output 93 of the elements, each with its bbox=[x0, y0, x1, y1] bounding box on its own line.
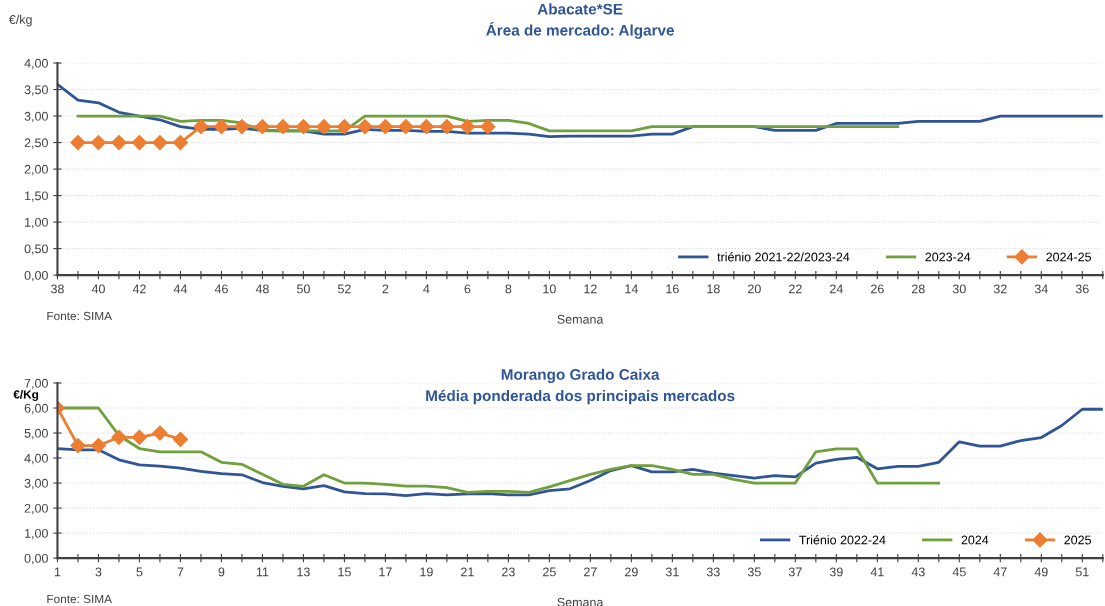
x-tick-label: 18 bbox=[707, 284, 720, 294]
x-tick-label: 17 bbox=[379, 567, 392, 577]
x-tick-label: 41 bbox=[870, 567, 884, 577]
x-tick-label: 6 bbox=[464, 284, 471, 294]
y-axis-title: €/kg bbox=[8, 14, 32, 27]
line-series bbox=[76, 114, 900, 133]
legend-label: triénio 2021-22/2023-24 bbox=[717, 252, 850, 262]
x-tick-label: 29 bbox=[625, 567, 638, 577]
y-tick-label: 6,00 bbox=[24, 403, 48, 415]
y-tick-label: 5,00 bbox=[24, 428, 48, 440]
x-tick-label: 34 bbox=[1034, 284, 1048, 294]
x-tick-label: 50 bbox=[296, 284, 310, 294]
x-tick-label: 51 bbox=[1075, 567, 1089, 577]
x-tick-label: 35 bbox=[747, 567, 761, 577]
x-tick-label: 43 bbox=[911, 567, 925, 577]
x-tick-label: 7 bbox=[177, 567, 184, 577]
x-axis-title: Semana bbox=[557, 597, 604, 606]
x-tick-label: 4 bbox=[423, 284, 430, 294]
chart-title: Morango Grado Caixa bbox=[501, 368, 660, 383]
y-tick-label: 1,50 bbox=[25, 191, 48, 202]
x-tick-label: 16 bbox=[666, 284, 679, 294]
x-tick-label: 1 bbox=[54, 567, 61, 577]
x-tick-label: 47 bbox=[993, 567, 1007, 577]
x-tick-label: 8 bbox=[505, 284, 512, 294]
x-tick-label: 26 bbox=[871, 284, 884, 294]
y-tick-label: 1,00 bbox=[25, 217, 48, 229]
point bbox=[90, 437, 107, 454]
x-tick-label: 44 bbox=[173, 284, 188, 294]
y-tick-label: 1,00 bbox=[25, 528, 48, 540]
x-tick-label: 31 bbox=[665, 567, 679, 577]
y-tick-label: 0,50 bbox=[24, 244, 48, 255]
point bbox=[111, 429, 127, 445]
y-tick-label: 4,00 bbox=[24, 453, 48, 465]
x-tick-label: 15 bbox=[338, 567, 351, 577]
y-tick-label: 0,00 bbox=[24, 270, 48, 282]
x-tick-label: 45 bbox=[952, 567, 966, 577]
y-tick-label: 3,50 bbox=[24, 85, 48, 96]
point bbox=[70, 437, 86, 454]
y-tick-label: 2,00 bbox=[24, 164, 48, 176]
y-tick-label: 2,50 bbox=[24, 138, 48, 149]
chart-title: Abacate*SE bbox=[537, 3, 623, 15]
x-tick-label: 28 bbox=[912, 284, 925, 294]
x-tick-label: 25 bbox=[543, 567, 556, 577]
y-axis-title: €/Kg bbox=[13, 389, 39, 401]
x-tick-label: 40 bbox=[91, 284, 105, 294]
x-tick-label: 10 bbox=[543, 284, 556, 294]
x-tick-label: 2 bbox=[382, 284, 389, 294]
x-tick-label: 13 bbox=[297, 567, 310, 577]
legend-label: 2025 bbox=[1064, 535, 1092, 545]
x-tick-label: 14 bbox=[625, 284, 638, 294]
x-tick-label: 19 bbox=[420, 567, 433, 577]
legend-label: 2024-25 bbox=[1046, 252, 1092, 262]
source-note: Fonte: SIMA bbox=[47, 311, 112, 321]
x-tick-label: 21 bbox=[461, 567, 474, 577]
chart-subtitle: Área de mercado: Algarve bbox=[486, 22, 674, 39]
y-tick-label: 2,00 bbox=[24, 503, 48, 515]
y-tick-label: 7,00 bbox=[24, 378, 48, 390]
x-tick-label: 9 bbox=[218, 567, 225, 577]
x-tick-label: 11 bbox=[256, 567, 269, 577]
point bbox=[172, 431, 189, 447]
x-tick-label: 37 bbox=[788, 567, 802, 577]
x-tick-label: 38 bbox=[50, 284, 64, 294]
y-tick-label: 3,00 bbox=[24, 478, 48, 490]
y-tick-label: 4,00 bbox=[24, 58, 48, 70]
x-tick-label: 36 bbox=[1075, 284, 1089, 294]
x-tick-label: 12 bbox=[584, 284, 597, 294]
x-tick-label: 49 bbox=[1034, 567, 1048, 577]
source-note: Fonte: SIMA bbox=[47, 594, 112, 604]
x-tick-label: 48 bbox=[255, 284, 269, 294]
y-tick-label: 0,00 bbox=[24, 553, 48, 565]
x-tick-label: 32 bbox=[993, 284, 1007, 294]
point bbox=[152, 425, 168, 441]
x-axis-title: Semana bbox=[557, 314, 604, 324]
x-tick-label: 33 bbox=[706, 567, 720, 577]
x-tick-label: 3 bbox=[95, 567, 102, 577]
legend-label: Triénio 2022-24 bbox=[799, 535, 886, 545]
x-tick-label: 30 bbox=[952, 284, 966, 294]
legend-label: 2023-24 bbox=[925, 252, 971, 262]
x-tick-label: 20 bbox=[748, 284, 761, 294]
x-tick-label: 5 bbox=[136, 567, 143, 577]
x-tick-label: 46 bbox=[214, 284, 228, 294]
x-tick-label: 52 bbox=[337, 284, 351, 294]
y-tick-label: 3,00 bbox=[24, 111, 48, 123]
x-tick-label: 24 bbox=[830, 284, 843, 294]
x-tick-label: 27 bbox=[584, 567, 597, 577]
chart-subtitle: Média ponderada dos principais mercados bbox=[426, 389, 735, 405]
x-tick-label: 42 bbox=[132, 284, 146, 294]
point bbox=[131, 429, 148, 445]
x-tick-label: 39 bbox=[829, 567, 843, 577]
x-tick-label: 22 bbox=[789, 284, 802, 294]
x-tick-label: 23 bbox=[502, 567, 515, 577]
legend-label: 2024 bbox=[961, 535, 989, 545]
line-series bbox=[57, 407, 1103, 497]
